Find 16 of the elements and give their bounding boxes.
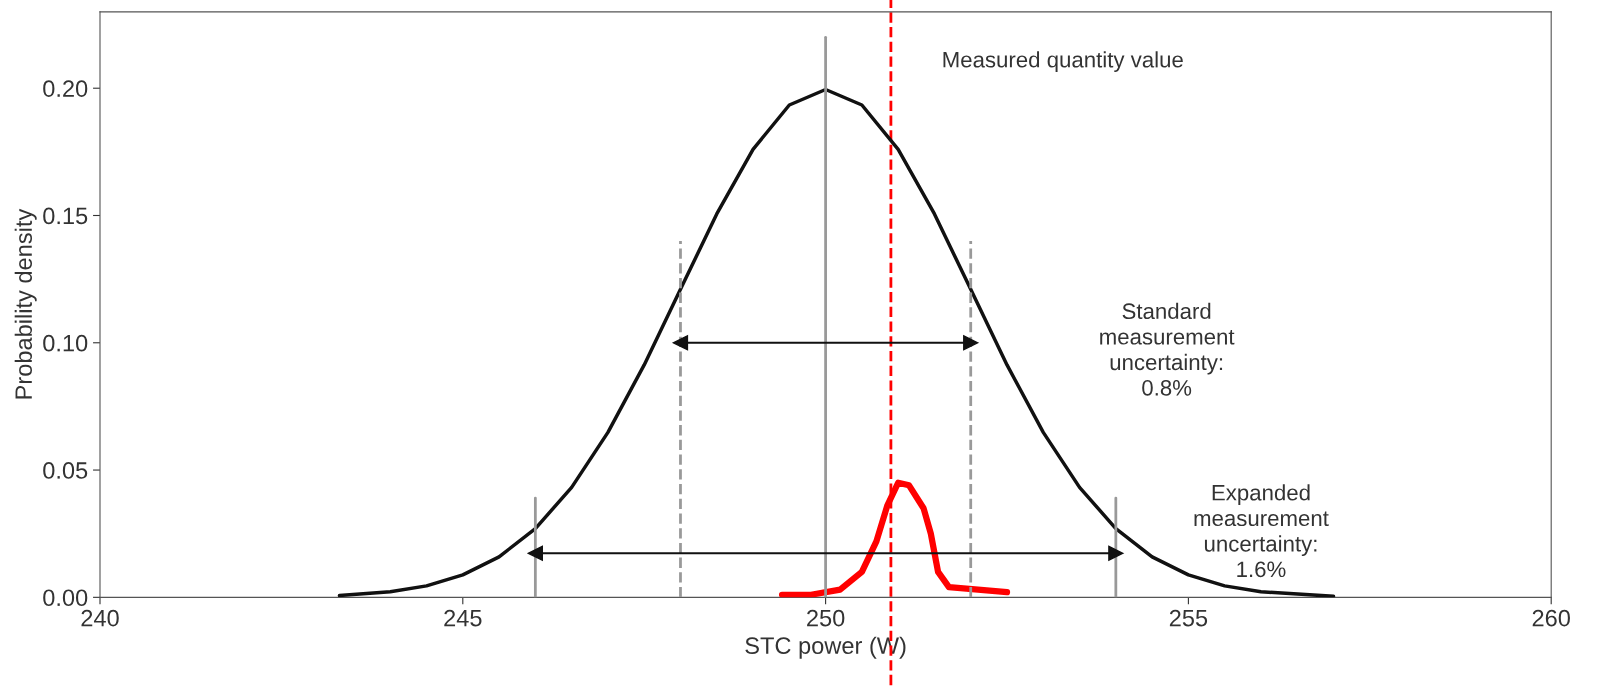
annotation: Expanded measurement uncertainty: 1.6% <box>1194 484 1329 578</box>
annotation: Measured quantity value <box>943 51 1183 72</box>
annotation: Standard measurement uncertainty: 0.8% <box>1100 302 1235 396</box>
y-tick-label: 0.20 <box>43 80 88 97</box>
x-axis-title: STC power (W) <box>745 636 906 659</box>
y-tick-label: 0.15 <box>43 207 88 225</box>
x-tick-label: 260 <box>1532 609 1570 627</box>
x-tick-label: 245 <box>444 609 482 627</box>
x-tick-label: 240 <box>81 609 119 627</box>
x-tick-label: 250 <box>807 609 845 627</box>
y-tick-label: 0.00 <box>43 589 88 607</box>
y-axis-title: Probability density <box>14 208 37 399</box>
x-tick-label: 255 <box>1169 609 1208 627</box>
line-series <box>337 87 1336 598</box>
y-tick-label: 0.05 <box>43 462 88 479</box>
y-tick-label: 0.10 <box>43 334 88 352</box>
